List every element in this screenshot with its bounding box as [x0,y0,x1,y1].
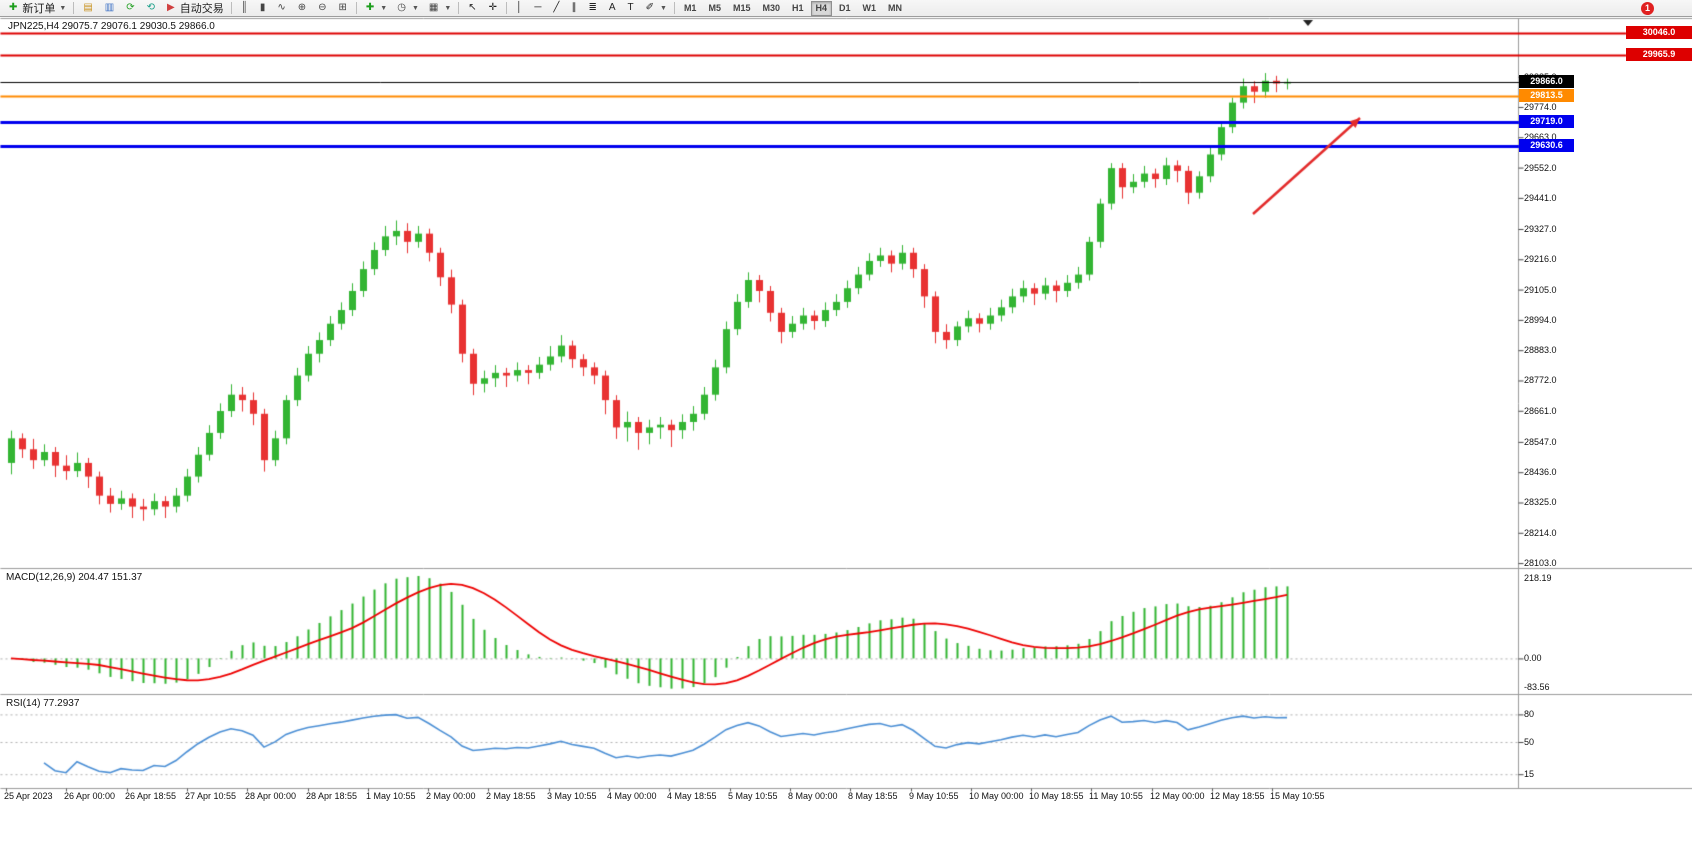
fibonacci-icon: ≣ [588,2,597,13]
dropdown-caret-icon: ▼ [380,4,388,12]
zoom-out-icon: ⊖ [318,2,327,13]
timeframe-button-h1[interactable]: H1 [792,2,804,13]
horizontal-line-icon[interactable]: ─ [528,1,547,16]
market-watch-icon: ▤ [83,2,93,13]
tile-windows-icon: ⊞ [338,2,347,13]
cursor-icon[interactable]: ↖ [462,1,482,16]
refresh-icon[interactable]: ⟳ [120,1,140,16]
vertical-line-icon[interactable]: │ [510,1,528,16]
indicators-icon[interactable]: ✚ ▼ [360,1,391,16]
timeframe-button-m5[interactable]: M5 [708,2,721,13]
timeframe-button-m15[interactable]: M15 [732,2,751,13]
new-order-button: ✚ [9,2,18,13]
trendline-icon: ╱ [553,2,560,13]
new-order-button[interactable]: ✚ 新订单 ▼ [3,1,70,16]
notification-badge[interactable]: 1 [1641,2,1654,15]
channel-icon[interactable]: ∥ [565,1,582,16]
vertical-line-icon: │ [516,2,523,13]
history-center-icon[interactable]: ⟲ [141,1,161,16]
history-center-icon: ⟲ [146,2,156,13]
text-icon[interactable]: A [603,1,622,16]
timeframe-button-mn[interactable]: MN [888,2,903,13]
templates-icon: ▦ [428,2,439,13]
toolbar-separator [230,2,232,14]
bar-chart-icon: ║ [240,2,248,13]
zoom-in-icon: ⊕ [297,2,307,13]
zoom-in-icon[interactable]: ⊕ [292,1,312,16]
toolbar-separator [506,2,508,14]
templates-icon[interactable]: ▦ ▼ [423,1,455,16]
timeframe-button-m30[interactable]: M30 [762,2,780,13]
cursor-icon: ↖ [468,2,477,13]
toolbar-separator [355,2,357,14]
arrows-icon[interactable]: ✐ ▼ [640,1,671,16]
new-order-button-label: 新订单 [22,3,56,15]
timeframe-button-w1[interactable]: W1 [862,2,877,13]
timeframe-button-m1[interactable]: M1 [683,2,697,13]
tile-windows-icon[interactable]: ⊞ [333,1,353,16]
toolbar: ✚ 新订单 ▼ ▤ ▥ ⟳ ⟲ ▶ 自动交易 ║ ▮ ∿ ⊕ ⊖ ⊞ ✚ ▼ ◷ ▼ ▦ ▼ ↖ ✛ │ ─ ╱ ∥ ≣ A T ✐ ▼ M1 M… [0,0,1692,17]
arrows-icon: ✐ [645,2,654,13]
autotrading-button-label: 自动交易 [179,3,224,15]
data-window-icon: ▥ [104,2,115,13]
bar-chart-icon[interactable]: ║ [235,1,254,16]
label-icon[interactable]: T [622,1,640,16]
candlestick-chart-icon[interactable]: ▮ [254,1,272,16]
periods-icon[interactable]: ◷ ▼ [391,1,423,16]
line-chart-icon: ∿ [277,2,286,13]
toolbar-separator [458,2,460,14]
label-icon: T [627,2,634,13]
dropdown-caret-icon: ▼ [660,4,667,12]
refresh-icon: ⟳ [126,2,135,13]
market-watch-icon[interactable]: ▤ [77,1,98,16]
candlestick-chart-icon: ▮ [259,2,266,13]
indicators-icon: ✚ [365,2,375,13]
autotrading-button[interactable]: ▶ 自动交易 [161,1,228,16]
toolbar-separator [73,2,75,14]
crosshair-icon[interactable]: ✛ [483,1,503,16]
data-window-icon[interactable]: ▥ [99,1,120,16]
crosshair-icon: ✛ [488,2,498,13]
horizontal-line-icon: ─ [534,2,542,13]
autotrading-button: ▶ [167,2,175,13]
toolbar-separator [673,2,675,14]
timeframe-button-d1[interactable]: D1 [839,2,851,13]
line-chart-icon[interactable]: ∿ [271,1,291,16]
dropdown-caret-icon: ▼ [444,4,452,12]
dropdown-caret-icon: ▼ [59,4,67,12]
channel-icon: ∥ [571,2,577,13]
text-icon: A [608,2,616,13]
trendline-icon[interactable]: ╱ [547,1,565,16]
dropdown-caret-icon: ▼ [411,4,419,12]
zoom-out-icon[interactable]: ⊖ [312,1,332,16]
periods-icon: ◷ [397,2,406,13]
timeframe-button-h4[interactable]: H4 [810,0,833,16]
fibonacci-icon[interactable]: ≣ [582,1,602,16]
